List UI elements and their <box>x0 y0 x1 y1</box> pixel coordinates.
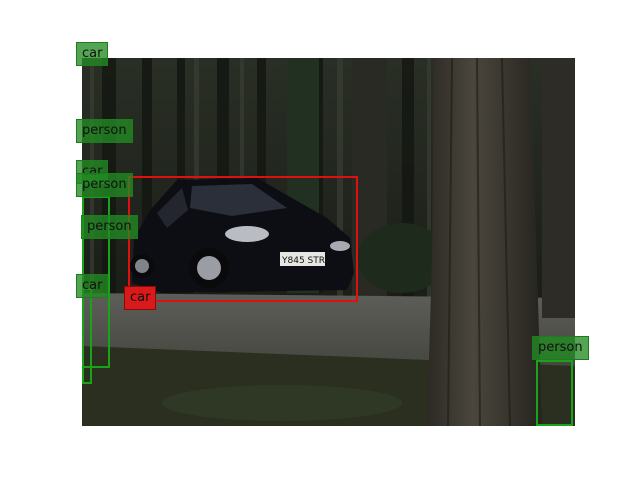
detection-label: person <box>81 215 138 239</box>
person-box-right <box>536 360 573 426</box>
detection-label-highlighted: car <box>124 286 157 310</box>
detection-label: car <box>76 42 109 66</box>
detection-label: person <box>532 336 589 360</box>
car-box-left-2 <box>82 288 92 384</box>
car-box-highlighted <box>128 176 358 302</box>
svg-text:Y845 STR: Y845 STR <box>281 256 325 266</box>
detection-label: person <box>76 119 133 143</box>
detection-label: person <box>76 173 133 197</box>
detection-label: car <box>76 274 109 298</box>
photo-scene: Y845 STR <box>82 58 575 426</box>
car-shape: Y845 STR <box>130 178 354 293</box>
